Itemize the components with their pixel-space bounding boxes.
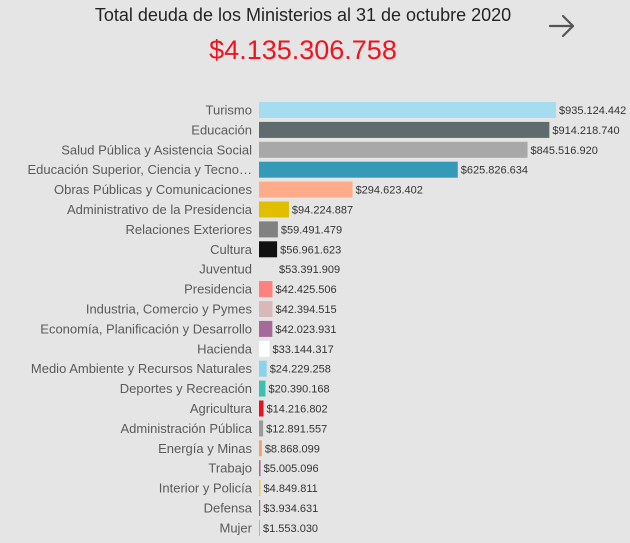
bar[interactable] <box>259 161 458 178</box>
bar[interactable] <box>259 400 264 417</box>
bar[interactable] <box>259 420 264 437</box>
value-label: $42.023.931 <box>275 324 336 336</box>
bar[interactable] <box>259 201 289 218</box>
bar[interactable] <box>259 340 270 357</box>
value-label: $14.216.802 <box>267 404 328 416</box>
chart-title: Total deuda de los Ministerios al 31 de … <box>94 5 512 25</box>
value-label: $914.218.740 <box>552 125 619 137</box>
value-label: $1.553.030 <box>263 523 318 535</box>
category-label: Trabajo <box>208 461 252 476</box>
category-label: Salud Pública y Asistencia Social <box>61 142 252 157</box>
category-label: Energía y Minas <box>158 441 252 456</box>
category-label: Defensa <box>204 501 253 516</box>
category-label: Educación <box>191 122 252 137</box>
bar[interactable] <box>259 261 276 278</box>
bar[interactable] <box>259 519 260 536</box>
bar[interactable] <box>259 440 262 457</box>
value-label: $5.005.096 <box>264 463 319 475</box>
bar[interactable] <box>259 480 261 497</box>
value-label: $42.394.515 <box>275 304 336 316</box>
category-label: Obras Públicas y Comunicaciones <box>54 182 252 197</box>
value-label: $12.891.557 <box>266 423 327 435</box>
bar[interactable] <box>259 301 273 317</box>
category-label: Medio Ambiente y Recursos Naturales <box>31 361 253 376</box>
bar[interactable] <box>259 102 556 118</box>
bar[interactable] <box>259 380 266 397</box>
arrow-right-icon[interactable] <box>546 10 578 42</box>
category-label: Mujer <box>219 520 252 535</box>
category-label: Educación Superior, Ciencia y Tecno… <box>28 162 253 177</box>
category-label: Relaciones Exteriores <box>126 222 253 237</box>
value-label: $845.516.920 <box>531 145 598 157</box>
value-label: $94.224.887 <box>292 205 353 217</box>
value-label: $56.961.623 <box>280 244 341 256</box>
bar[interactable] <box>259 181 353 198</box>
value-label: $8.868.099 <box>265 443 320 455</box>
value-label: $53.391.909 <box>279 264 340 276</box>
bar[interactable] <box>259 281 273 298</box>
bar[interactable] <box>259 221 278 238</box>
category-label: Hacienda <box>197 341 253 356</box>
value-label: $24.229.258 <box>270 364 331 376</box>
value-label: $294.623.402 <box>356 185 423 197</box>
category-label: Interior y Policía <box>159 481 253 496</box>
value-label: $20.390.168 <box>268 384 329 396</box>
bar[interactable] <box>259 141 528 158</box>
value-label: $935.124.442 <box>559 105 626 117</box>
category-label: Turismo <box>206 103 252 118</box>
value-label: $33.144.317 <box>273 344 334 356</box>
bar[interactable] <box>259 121 550 138</box>
bar[interactable] <box>259 320 273 337</box>
value-label: $3.934.631 <box>263 503 318 515</box>
total-debt-value: $4.135.306.758 <box>209 35 397 65</box>
bar[interactable] <box>259 500 261 516</box>
value-label: $59.491.479 <box>281 224 342 236</box>
bar[interactable] <box>259 360 267 377</box>
value-label: $42.425.506 <box>275 284 336 296</box>
value-label: $4.849.811 <box>264 483 318 495</box>
category-label: Deportes y Recreación <box>120 381 252 396</box>
category-label: Cultura <box>210 242 253 257</box>
bar[interactable] <box>259 241 278 258</box>
category-label: Economía, Planificación y Desarrollo <box>40 321 252 336</box>
category-label: Presidencia <box>184 282 253 297</box>
category-label: Juventud <box>199 262 252 277</box>
value-label: $625.826.634 <box>461 165 528 177</box>
category-label: Agricultura <box>190 401 253 416</box>
category-label: Administración Pública <box>120 421 252 436</box>
category-label: Industria, Comercio y Pymes <box>86 302 253 317</box>
bar[interactable] <box>259 460 261 477</box>
category-label: Administrativo de la Presidencia <box>67 202 253 217</box>
